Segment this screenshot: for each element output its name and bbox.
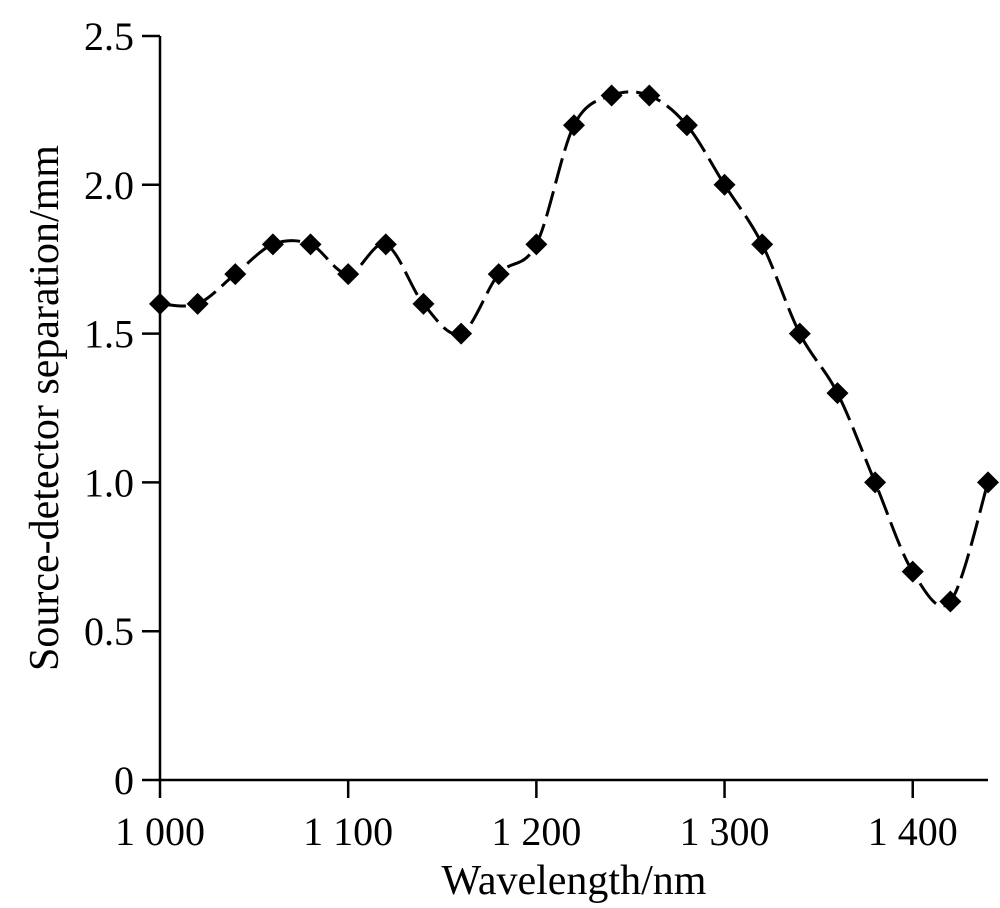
y-tick-label: 0 (114, 758, 134, 803)
axes (158, 36, 988, 782)
data-point (525, 233, 548, 256)
data-point (675, 114, 698, 137)
x-tick-label: 1 000 (115, 809, 205, 854)
data-point (374, 233, 397, 256)
y-ticks: 0 0.5 1.0 1.5 2.0 2.5 (84, 14, 160, 803)
x-tick-label: 1 400 (868, 809, 958, 854)
data-point (864, 471, 887, 494)
series-line (159, 90, 990, 608)
data-markers (149, 84, 999, 613)
y-axis-title: Source-detector separation/mm (22, 145, 68, 671)
x-tick-label: 1 200 (491, 809, 581, 854)
x-tick-label: 1 100 (303, 809, 393, 854)
data-point (337, 263, 360, 286)
data-point (186, 292, 209, 315)
data-point (563, 114, 585, 137)
x-axis-title: Wavelength/nm (442, 858, 707, 904)
data-point (713, 173, 736, 196)
data-point (412, 292, 435, 315)
y-tick-label: 1.0 (84, 460, 134, 505)
y-tick-label: 1.5 (84, 312, 134, 357)
data-point (149, 292, 171, 315)
data-point (450, 322, 473, 345)
data-point (487, 263, 510, 286)
data-point (939, 590, 962, 613)
data-point (261, 233, 284, 256)
data-point (600, 84, 623, 107)
y-tick-label: 2.0 (84, 163, 134, 208)
data-point (638, 84, 661, 107)
y-tick-label: 2.5 (84, 14, 134, 59)
data-point (299, 233, 322, 256)
data-point (901, 560, 924, 583)
y-tick-label: 0.5 (84, 609, 134, 654)
data-point (224, 263, 247, 286)
data-point (977, 471, 999, 494)
data-point (826, 382, 849, 405)
data-point (788, 322, 811, 345)
x-ticks: 1 000 1 100 1 200 1 300 1 400 (115, 780, 958, 854)
data-point (751, 233, 774, 256)
x-tick-label: 1 300 (680, 809, 770, 854)
